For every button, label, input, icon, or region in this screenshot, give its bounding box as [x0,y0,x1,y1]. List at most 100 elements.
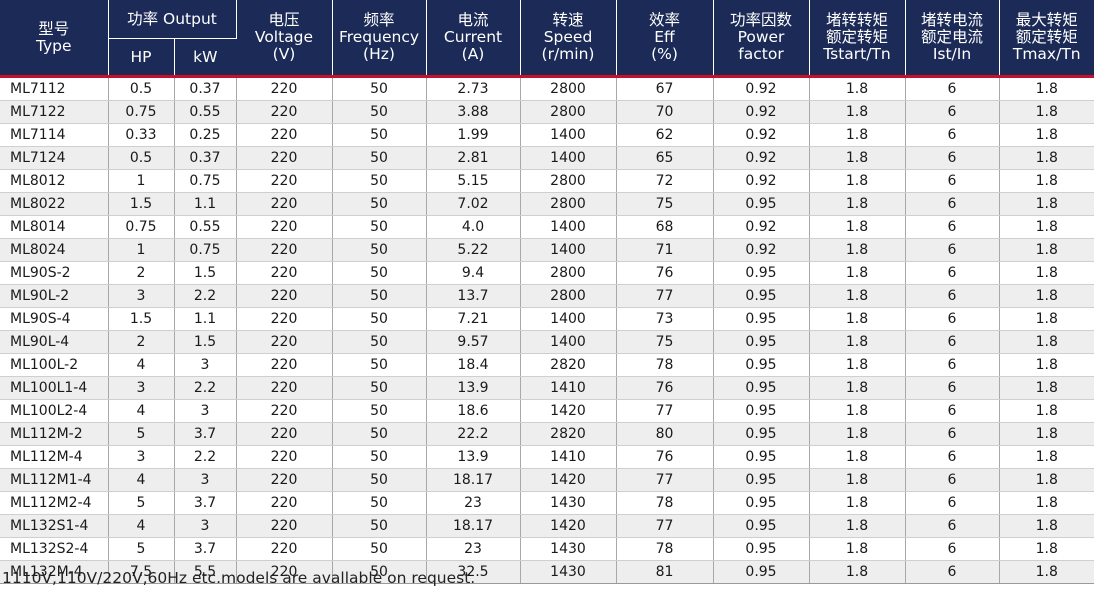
cell-voltage: 220 [236,537,333,561]
cell-frequency: 50 [332,238,427,262]
cell-frequency: 50 [332,514,427,538]
cell-frequency: 50 [332,169,427,193]
header-hp: HP [108,38,175,78]
cell-voltage: 220 [236,215,333,239]
cell-frequency: 50 [332,468,427,492]
cell-tmax: 1.8 [999,261,1094,285]
cell-voltage: 220 [236,468,333,492]
cell-voltage: 220 [236,330,333,354]
cell-voltage: 220 [236,376,333,400]
cell-speed: 2800 [520,100,617,124]
cell-hp: 7.5 [108,560,175,584]
cell-frequency: 50 [332,284,427,308]
cell-type: ML90S-2 [0,261,109,285]
cell-hp: 5 [108,422,175,446]
cell-type: ML90S-4 [0,307,109,331]
table-row: ML132S1-4 4 3 220 50 18.17 1420 77 0.95 1.8 6 1.8 [0,514,1094,538]
header-output: 功率 Output [108,0,237,39]
table-row: ML7114 0.33 0.25 220 50 1.99 1400 62 0.92 1.8 6 1.8 [0,123,1094,147]
cell-efficiency: 77 [616,468,714,492]
cell-speed: 1420 [520,514,617,538]
header-frequency: 频率 Frequency (Hz) [332,0,427,78]
cell-current: 5.22 [426,238,521,262]
cell-hp: 4 [108,468,175,492]
cell-efficiency: 78 [616,353,714,377]
cell-kw: 0.75 [174,238,237,262]
cell-tmax: 1.8 [999,76,1094,101]
cell-kw: 0.37 [174,76,237,101]
cell-tstart: 1.8 [809,491,906,515]
cell-efficiency: 77 [616,284,714,308]
cell-type: ML100L2-4 [0,399,109,423]
cell-type: ML132S2-4 [0,537,109,561]
cell-power-factor: 0.95 [713,330,810,354]
cell-tstart: 1.8 [809,76,906,101]
table-row: ML112M-4 3 2.2 220 50 13.9 1410 76 0.95 1.8 6 1.8 [0,445,1094,469]
cell-tmax: 1.8 [999,169,1094,193]
cell-efficiency: 77 [616,514,714,538]
cell-efficiency: 67 [616,76,714,101]
cell-type: ML7112 [0,76,109,101]
cell-power-factor: 0.95 [713,261,810,285]
cell-kw: 2.2 [174,284,237,308]
header-type: 型号 Type [0,0,109,78]
cell-kw: 3 [174,514,237,538]
table-row: ML90S-2 2 1.5 220 50 9.4 2800 76 0.95 1.8 6 1.8 [0,261,1094,285]
cell-ist: 6 [905,376,1000,400]
cell-hp: 0.5 [108,146,175,170]
cell-kw: 1.5 [174,330,237,354]
table-row: ML8024 1 0.75 220 50 5.22 1400 71 0.92 1.8 6 1.8 [0,238,1094,262]
cell-type: ML100L1-4 [0,376,109,400]
cell-voltage: 220 [236,399,333,423]
cell-speed: 2800 [520,284,617,308]
cell-efficiency: 77 [616,399,714,423]
cell-hp: 2 [108,330,175,354]
cell-power-factor: 0.95 [713,537,810,561]
cell-tmax: 1.8 [999,514,1094,538]
cell-voltage: 220 [236,146,333,170]
cell-hp: 3 [108,376,175,400]
cell-efficiency: 73 [616,307,714,331]
cell-tstart: 1.8 [809,146,906,170]
cell-hp: 5 [108,537,175,561]
cell-type: ML7124 [0,146,109,170]
table-row: ML100L1-4 3 2.2 220 50 13.9 1410 76 0.95 1.8 6 1.8 [0,376,1094,400]
cell-ist: 6 [905,560,1000,584]
cell-frequency: 50 [332,192,427,216]
cell-frequency: 50 [332,376,427,400]
cell-voltage: 220 [236,169,333,193]
cell-tmax: 1.8 [999,238,1094,262]
cell-kw: 0.75 [174,169,237,193]
cell-tstart: 1.8 [809,445,906,469]
cell-power-factor: 0.92 [713,146,810,170]
cell-speed: 1410 [520,376,617,400]
cell-current: 1.99 [426,123,521,147]
cell-frequency: 50 [332,560,427,584]
cell-kw: 2.2 [174,445,237,469]
table-row: ML8012 1 0.75 220 50 5.15 2800 72 0.92 1.8 6 1.8 [0,169,1094,193]
cell-tmax: 1.8 [999,491,1094,515]
cell-tstart: 1.8 [809,422,906,446]
cell-tmax: 1.8 [999,353,1094,377]
cell-type: ML112M2-4 [0,491,109,515]
header-ist: 堵转电流 额定电流 Ist/In [905,0,1000,78]
cell-speed: 2820 [520,422,617,446]
cell-frequency: 50 [332,146,427,170]
cell-kw: 1.1 [174,307,237,331]
cell-type: ML112M-4 [0,445,109,469]
cell-voltage: 220 [236,284,333,308]
cell-efficiency: 72 [616,169,714,193]
cell-type: ML7122 [0,100,109,124]
header-tmax: 最大转矩 额定转矩 Tmax/Tn [999,0,1094,78]
cell-current: 5.15 [426,169,521,193]
cell-type: ML100L-2 [0,353,109,377]
cell-hp: 0.33 [108,123,175,147]
cell-current: 13.7 [426,284,521,308]
cell-speed: 1400 [520,330,617,354]
cell-power-factor: 0.92 [713,169,810,193]
cell-type: ML8012 [0,169,109,193]
cell-hp: 4 [108,514,175,538]
cell-hp: 5 [108,491,175,515]
cell-tstart: 1.8 [809,376,906,400]
